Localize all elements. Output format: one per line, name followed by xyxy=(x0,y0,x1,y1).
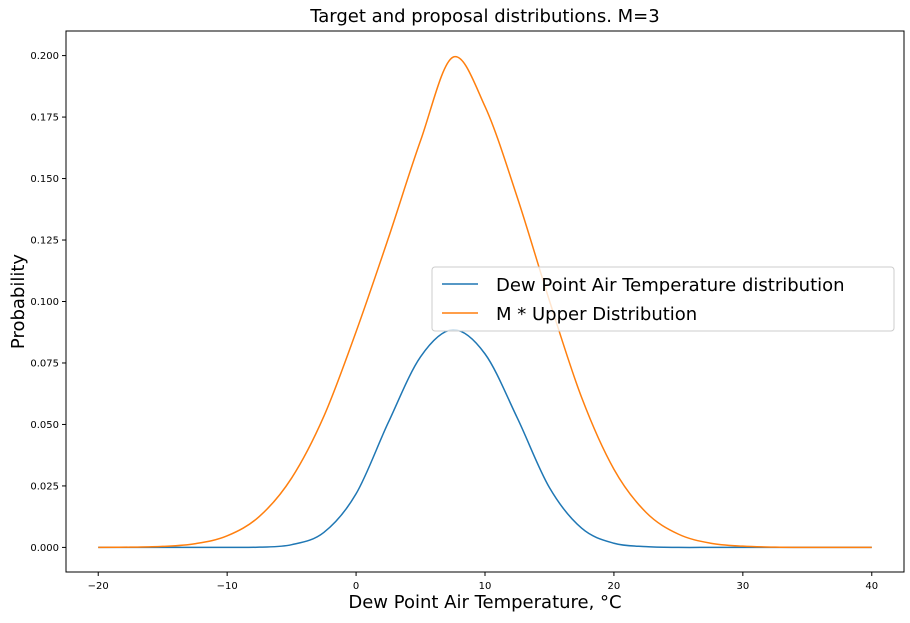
y-tick-label: 0.025 xyxy=(30,481,59,492)
y-tick-label: 0.200 xyxy=(30,51,59,62)
chart-title: Target and proposal distributions. M=3 xyxy=(309,6,659,27)
legend-label-1: Dew Point Air Temperature distribution xyxy=(496,275,845,296)
x-tick-label: 10 xyxy=(479,581,492,592)
legend-label-2: M * Upper Distribution xyxy=(496,304,697,325)
legend-box xyxy=(431,266,895,332)
x-axis-label: Dew Point Air Temperature, °C xyxy=(348,592,621,613)
legend: Dew Point Air Temperature distribution M … xyxy=(431,266,895,332)
x-tick-label: −10 xyxy=(217,581,238,592)
y-tick-label: 0.050 xyxy=(30,420,59,431)
y-tick-label: 0.175 xyxy=(30,113,59,124)
x-tick-label: 20 xyxy=(608,581,621,592)
y-tick-label: 0.075 xyxy=(30,358,59,369)
y-tick-label: 0.125 xyxy=(30,236,59,247)
y-tick-label: 0.000 xyxy=(30,543,59,554)
x-tick-label: −20 xyxy=(88,581,109,592)
plot-frame xyxy=(65,30,905,573)
x-tick-label: 0 xyxy=(353,581,359,592)
series-line-2 xyxy=(98,55,872,549)
y-tick-label: 0.150 xyxy=(30,174,59,185)
y-tick-label: 0.100 xyxy=(30,297,59,308)
x-tick-label: 40 xyxy=(865,581,878,592)
series-line-1 xyxy=(98,329,872,549)
x-tick-label: 30 xyxy=(736,581,749,592)
y-axis-label: Probability xyxy=(8,254,29,349)
